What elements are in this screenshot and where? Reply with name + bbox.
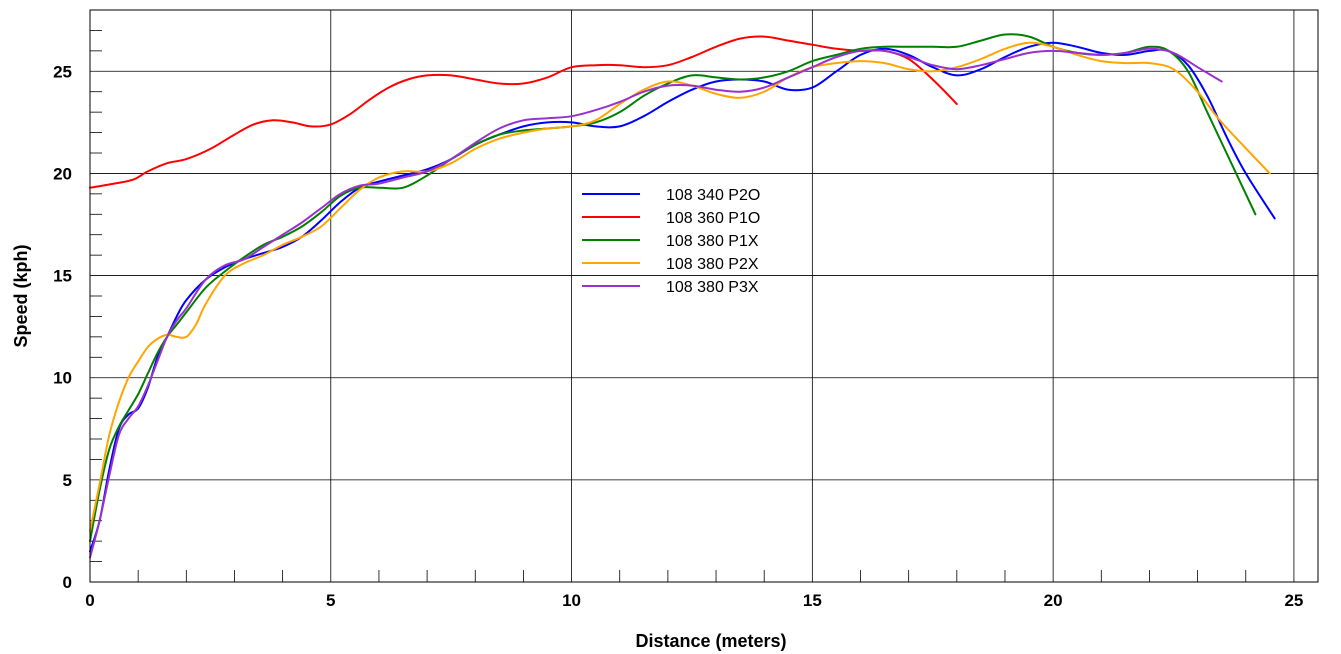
y-tick-labels: 0 5 10 15 20 25	[53, 62, 72, 592]
x-tick-labels: 0 5 10 15 20 25	[85, 591, 1303, 610]
legend-label-3: 108 380 P1X	[666, 233, 759, 250]
y-tick-label-2: 10	[53, 369, 72, 388]
plot-background	[90, 10, 1318, 582]
legend: 108 340 P2O 108 360 P1O 108 380 P1X 108 380…	[582, 187, 760, 296]
y-tick-label-1: 5	[63, 471, 72, 490]
x-axis-title: Distance (meters)	[635, 631, 786, 651]
legend-label-1: 108 340 P2O	[666, 187, 760, 204]
legend-label-4: 108 380 P2X	[666, 256, 759, 273]
y-tick-label-5: 25	[53, 62, 72, 81]
series-line-2	[89, 35, 958, 189]
y-tick-label-3: 15	[53, 267, 72, 286]
series-line-5	[89, 47, 1223, 559]
series-line-1	[89, 41, 1276, 553]
x-tick-label-1: 5	[326, 591, 335, 610]
series-line-4	[89, 41, 1271, 532]
series-group	[89, 33, 1276, 559]
x-tick-label-0: 0	[85, 591, 94, 610]
y-axis-title: Speed (kph)	[11, 244, 31, 347]
x-tick-label-4: 20	[1044, 591, 1063, 610]
plot-frame	[89, 9, 1319, 583]
x-tick-label-5: 25	[1284, 591, 1303, 610]
y-tick-label-0: 0	[63, 573, 72, 592]
minor-ticks	[90, 9, 1247, 582]
legend-label-2: 108 360 P1O	[666, 210, 760, 227]
x-tick-label-2: 10	[562, 591, 581, 610]
y-tick-label-4: 20	[53, 164, 72, 183]
x-tick-label-3: 15	[803, 591, 822, 610]
legend-label-5: 108 380 P3X	[666, 279, 759, 296]
